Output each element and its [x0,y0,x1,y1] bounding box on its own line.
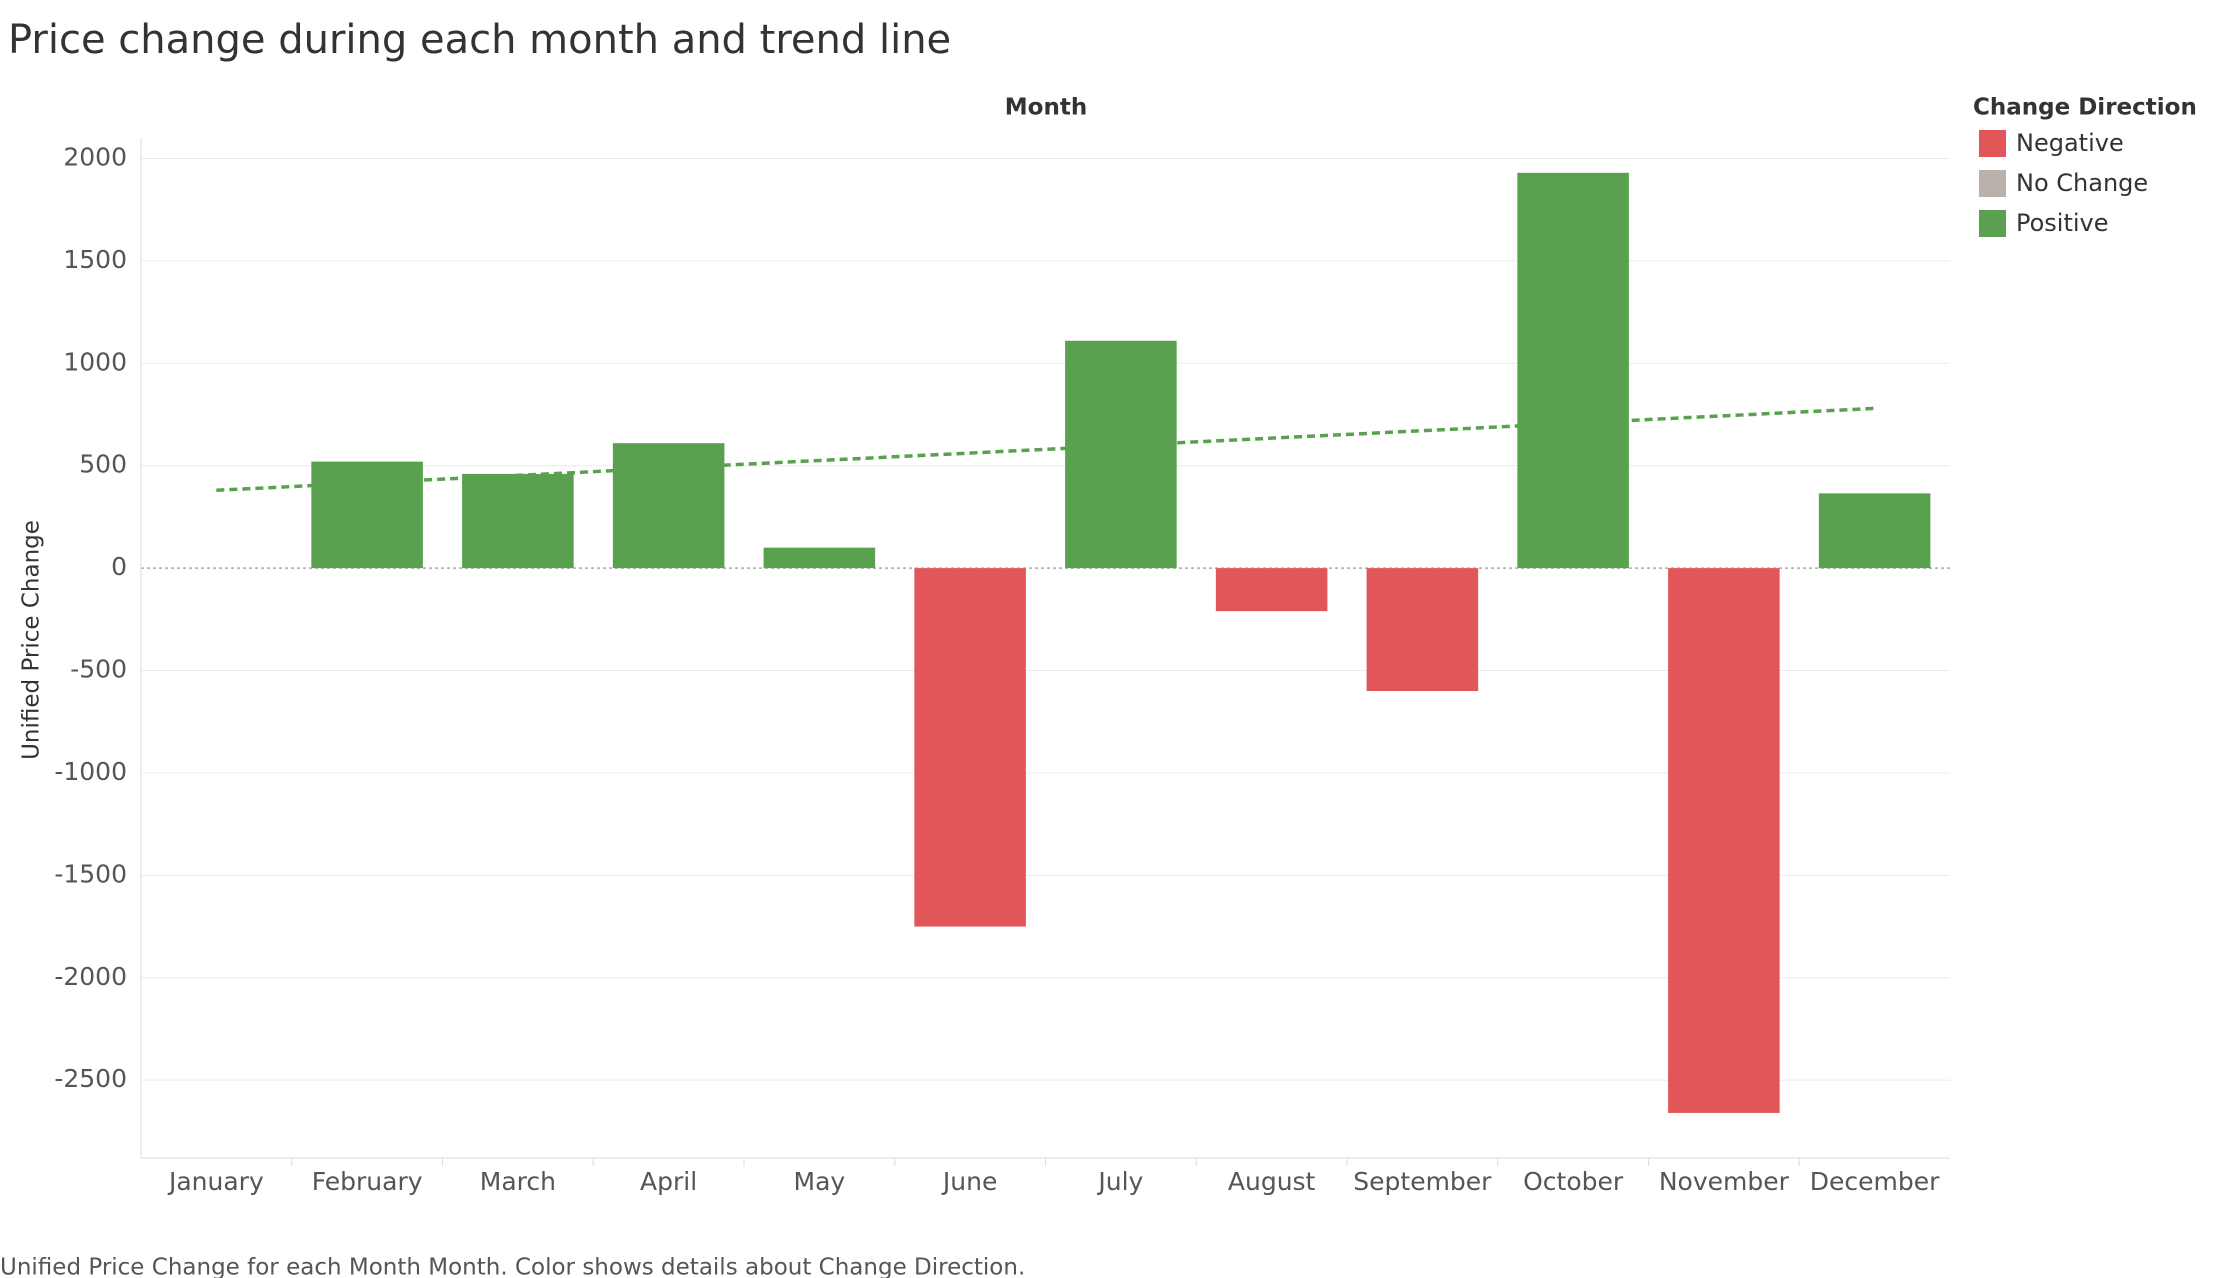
caption: Unified Price Change for each Month Mont… [0,1255,1025,1278]
legend-label: Negative [2016,129,2124,157]
bar [612,443,725,569]
x-tick-label: January [167,1167,264,1196]
y-tick-label: -2000 [54,962,127,991]
bar [1065,340,1177,569]
x-tick-label: November [1659,1167,1790,1196]
legend-title: Change Direction [1973,95,2197,121]
bar [311,461,423,569]
legend-swatch [1979,130,2006,157]
x-tick-label: August [1228,1167,1316,1196]
x-tick-label: December [1810,1167,1940,1196]
bar [763,547,876,569]
x-header: Month [1005,95,1087,121]
x-tick-label: February [312,1167,423,1196]
legend-label: No Change [2016,169,2148,197]
bar [1366,568,1479,692]
x-tick-label: April [640,1167,697,1196]
x-tick-label: July [1096,1167,1143,1196]
y-axis-title: Unified Price Change [19,520,45,760]
x-tick-label: September [1353,1167,1492,1196]
bar [1818,493,1931,569]
x-tick-label: June [941,1167,997,1196]
legend-label: Positive [2016,209,2109,237]
bar [914,568,1026,927]
bar [1668,568,1780,1113]
y-tick-label: -1000 [54,757,127,786]
y-tick-label: -2500 [54,1064,127,1093]
y-tick-label: 2000 [63,142,127,171]
trend-line [216,406,1875,493]
y-tick-label: -500 [70,655,127,684]
bar [462,473,574,569]
x-tick-label: October [1523,1167,1624,1196]
y-tick-label: 1500 [63,245,127,274]
bar [1215,568,1328,612]
x-tick-label: March [480,1167,556,1196]
y-tick-label: 500 [79,450,127,479]
chart-title: Price change during each month and trend… [8,17,951,63]
y-tick-label: -1500 [54,859,127,888]
y-tick-label: 0 [111,552,127,581]
y-tick-label: 1000 [63,347,127,376]
legend-swatch [1979,210,2006,237]
legend-swatch [1979,170,2006,197]
x-tick-label: May [794,1167,846,1196]
bar [1517,172,1629,569]
